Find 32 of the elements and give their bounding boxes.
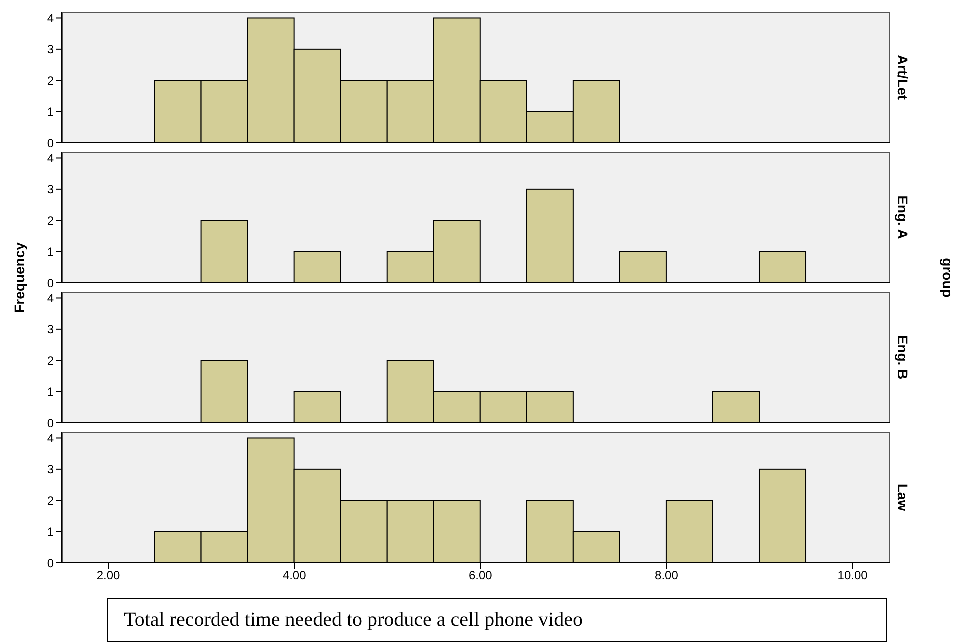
y-tick-label: 4 xyxy=(47,152,54,166)
x-tick-label: 2.00 xyxy=(96,568,121,583)
y-tick-label: 3 xyxy=(47,42,54,57)
y-tick-label: 4 xyxy=(47,432,54,446)
y-tick-label: 3 xyxy=(47,462,54,477)
y-tick-label: 3 xyxy=(47,182,54,197)
y-tick-label: 1 xyxy=(47,525,54,540)
y-tick-label: 4 xyxy=(47,12,54,26)
text: Law xyxy=(895,484,912,512)
text: Art/Let xyxy=(895,54,912,100)
y-tick-label: 0 xyxy=(47,556,54,570)
y-tick-label: 2 xyxy=(47,74,54,88)
y-tick-label: 1 xyxy=(47,105,54,120)
y-tick-label: 1 xyxy=(47,245,54,260)
y-tick-label: 2 xyxy=(47,214,54,228)
y-tick-label: 0 xyxy=(47,276,54,290)
y-tick-label: 0 xyxy=(47,416,54,430)
x-tick-label: 8.00 xyxy=(655,568,679,583)
y-tick-label: 4 xyxy=(47,292,54,306)
y-tick-label: 3 xyxy=(47,322,54,337)
text: Eng. A xyxy=(895,196,912,240)
y-axis-title: Frequency xyxy=(11,242,27,314)
y-tick-label: 1 xyxy=(47,385,54,400)
x-tick-label: 10.00 xyxy=(838,568,868,583)
y-tick-label: 2 xyxy=(47,354,54,368)
y2-axis-title: group xyxy=(940,258,956,298)
y-tick-label: 0 xyxy=(47,136,54,150)
x-tick-label: 4.00 xyxy=(282,568,307,583)
text: Eng. B xyxy=(895,335,912,380)
y-tick-label: 2 xyxy=(47,494,54,508)
x-tick-label: 6.00 xyxy=(468,568,493,583)
x-axis-title: Total recorded time needed to produce a cell phone video xyxy=(124,609,583,631)
